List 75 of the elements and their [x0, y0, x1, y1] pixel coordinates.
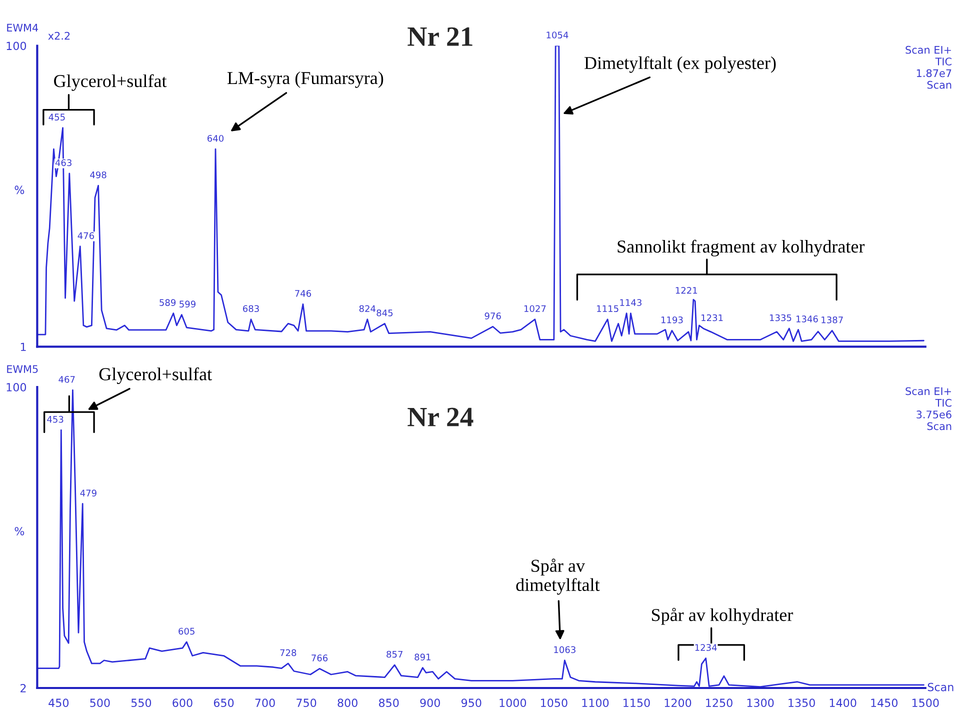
- annotation: 479: [80, 490, 96, 496]
- x-tick-label: 1300: [747, 698, 774, 708]
- x-tick-label: 650: [214, 698, 234, 708]
- y-axis-title: %: [14, 186, 24, 194]
- x-tick-label: 1150: [624, 698, 650, 708]
- annotation: 845: [376, 309, 393, 316]
- annotation: 476: [78, 232, 94, 240]
- annotation: 467: [58, 376, 75, 383]
- x-tick-label: 1250: [706, 698, 732, 708]
- x-tick-label: 1450: [871, 698, 898, 708]
- annotation: Spår av kolhydrater: [652, 608, 794, 625]
- chart-title: Nr 21: [408, 27, 472, 46]
- annotation: 857: [386, 650, 402, 658]
- x-tick-label: 550: [131, 698, 152, 708]
- x-tick-label: 1100: [582, 698, 609, 708]
- x-tick-label: 900: [420, 698, 440, 708]
- x-tick-label: 850: [378, 698, 399, 708]
- x-tick-label: 800: [338, 698, 358, 708]
- y-axis-title: %: [14, 526, 24, 536]
- annotation: 1346: [796, 316, 818, 322]
- annotation: 1231: [702, 314, 723, 322]
- x-tick-label: 750: [296, 698, 316, 708]
- annotation: 463: [55, 159, 72, 166]
- annotation: Spår av dimetylftalt: [516, 558, 600, 595]
- x-tick-label: 500: [90, 698, 110, 708]
- annotation: 728: [280, 649, 296, 656]
- x-tick-label: 950: [461, 698, 482, 708]
- x-tick-label: 450: [48, 698, 69, 708]
- annotation: 1387: [822, 316, 843, 324]
- annotation: 1193: [661, 316, 683, 324]
- y-tick-label: 100: [6, 383, 26, 392]
- x-tick-label: 1200: [664, 698, 692, 708]
- text: EWM4: [7, 24, 38, 32]
- annotation: 683: [243, 305, 259, 312]
- annotation: 1221: [676, 286, 698, 294]
- annotation: 1063: [554, 646, 576, 654]
- annotation: 453: [47, 416, 64, 423]
- annotation: Glycerol+sulfat: [54, 74, 167, 91]
- annotation: 746: [295, 290, 312, 297]
- x-tick-label: 1000: [500, 698, 526, 708]
- annotation: 605: [178, 628, 194, 635]
- x-axis-title: Scan: [928, 682, 954, 692]
- text: Nr 24: [408, 408, 474, 426]
- text: Glycerol+sulfat: [99, 367, 212, 384]
- annotation: 976: [484, 312, 501, 320]
- x-tick-label: 700: [255, 698, 275, 708]
- annotation: 1054: [546, 32, 568, 38]
- annotation: LM-syra (Fumarsyra): [227, 71, 384, 88]
- annotation: Scan EI+ TIC 1.87e7 Scan: [906, 46, 952, 89]
- annotation: 824: [359, 305, 376, 312]
- annotation: Sannolikt fragment av kolhydrater: [618, 240, 865, 256]
- x-tick-label: 1500: [912, 698, 939, 708]
- text: EWM5: [7, 365, 38, 373]
- x-tick-label: 1350: [788, 698, 815, 708]
- annotation: 1335: [770, 314, 792, 322]
- annotation: 1115: [597, 305, 618, 312]
- annotation: Dimetylftalt (ex polyester): [584, 56, 776, 73]
- annotation: 599: [180, 300, 196, 308]
- annotation: 455: [48, 114, 65, 121]
- x-tick-label: 600: [172, 698, 192, 708]
- annotation: 766: [312, 654, 328, 662]
- annotation: 1027: [524, 305, 546, 312]
- annotation: Scan EI+ TIC 3.75e6 Scan: [906, 387, 952, 430]
- annotation: 589: [160, 299, 176, 306]
- x-tick-label: 1050: [541, 698, 568, 708]
- text: x2.2: [48, 32, 70, 40]
- y-tick-label: 2: [20, 684, 26, 692]
- annotation: 1143: [620, 299, 642, 306]
- y-tick-label: 100: [6, 42, 26, 50]
- x-tick-label: 1400: [830, 698, 856, 708]
- annotation: 498: [90, 171, 106, 178]
- annotation: 891: [414, 654, 430, 660]
- y-tick-label: 1: [20, 342, 26, 351]
- annotation: 1234: [695, 644, 717, 651]
- annotation: 640: [208, 134, 224, 142]
